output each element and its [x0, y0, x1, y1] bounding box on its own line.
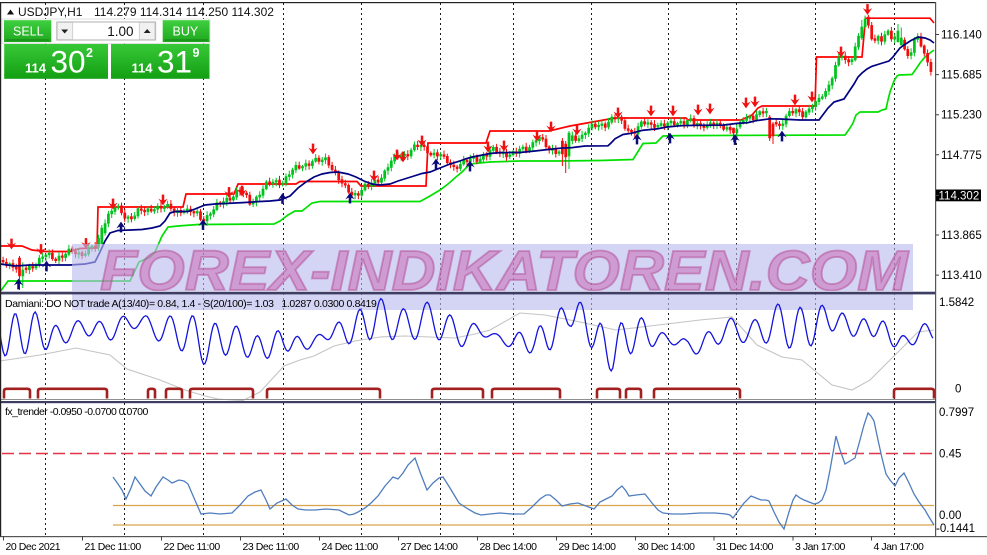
svg-text:114.279 114.314 114.250 114.30: 114.279 114.314 114.250 114.302: [94, 5, 274, 19]
svg-text:114: 114: [25, 61, 47, 76]
svg-text:3 Jan 17:00: 3 Jan 17:00: [795, 541, 846, 553]
svg-text:31: 31: [157, 44, 192, 80]
svg-text:4 Jan 17:00: 4 Jan 17:00: [874, 541, 925, 553]
svg-text:BUY: BUY: [173, 25, 199, 39]
svg-text:29 Dec 14:00: 29 Dec 14:00: [559, 541, 617, 553]
svg-text:115.230: 115.230: [941, 110, 982, 122]
svg-text:30 Dec 14:00: 30 Dec 14:00: [638, 541, 696, 553]
svg-text:115.685: 115.685: [941, 70, 982, 82]
svg-text:31 Dec 14:00: 31 Dec 14:00: [716, 541, 774, 553]
svg-text:fx_trender -0.0950 -0.0700 0.0: fx_trender -0.0950 -0.0700 0.0700: [5, 406, 149, 418]
svg-text:23 Dec 11:00: 23 Dec 11:00: [243, 541, 300, 553]
svg-text:21 Dec 11:00: 21 Dec 11:00: [85, 541, 142, 553]
svg-text:113.865: 113.865: [941, 230, 982, 242]
svg-text:24 Dec 11:00: 24 Dec 11:00: [322, 541, 379, 553]
svg-text:0.00: 0.00: [939, 510, 961, 522]
svg-text:114.775: 114.775: [941, 150, 982, 162]
svg-text:114: 114: [132, 61, 154, 76]
svg-text:0: 0: [955, 384, 961, 396]
svg-text:28 Dec 14:00: 28 Dec 14:00: [480, 541, 538, 553]
svg-text:9: 9: [193, 46, 200, 60]
svg-text:27 Dec 14:00: 27 Dec 14:00: [401, 541, 459, 553]
svg-text:SELL: SELL: [13, 25, 44, 39]
svg-text:-0.1441: -0.1441: [936, 523, 975, 535]
svg-text:114.302: 114.302: [939, 190, 980, 202]
svg-text:Damiani: DO NOT trade A(13/40): Damiani: DO NOT trade A(13/40)= 0.84, 1.…: [5, 298, 377, 310]
svg-text:116.140: 116.140: [941, 30, 982, 42]
svg-text:0.45: 0.45: [939, 449, 961, 461]
svg-text:22 Dec 11:00: 22 Dec 11:00: [164, 541, 221, 553]
svg-text:30: 30: [51, 44, 86, 80]
svg-text:20 Dec 2021: 20 Dec 2021: [6, 541, 61, 553]
svg-text:2: 2: [86, 46, 93, 60]
svg-text:0.7997: 0.7997: [939, 407, 974, 419]
svg-text:1.00: 1.00: [107, 24, 133, 39]
svg-text:1.5842: 1.5842: [939, 297, 974, 309]
svg-text:113.410: 113.410: [941, 270, 982, 282]
svg-text:USDJPY,H1: USDJPY,H1: [18, 5, 83, 19]
